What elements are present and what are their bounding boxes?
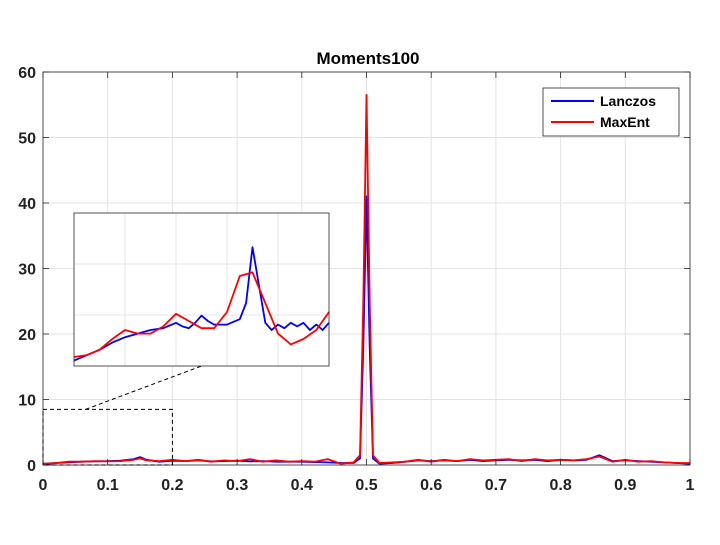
x-tick-label: 0.4	[291, 477, 313, 494]
series-group	[42, 94, 691, 466]
tick-marks	[42, 71, 691, 466]
chart-title: Moments100	[317, 49, 420, 68]
inset-axes	[73, 212, 330, 367]
main-axes: 0 0.1 0.2 0.3 0.4 0.5 0.6 0.7 0.8 0.9 1 0 10 20 30 40 5…	[18, 65, 694, 494]
inset-grid	[74, 213, 329, 366]
x-tick-label: 0.5	[355, 477, 377, 494]
x-tick-label: 0.3	[226, 477, 248, 494]
y-tick-label: 10	[18, 393, 36, 410]
legend-label-maxent: MaxEnt	[600, 114, 650, 130]
series-line-maxent	[42, 94, 690, 465]
inset-axes-box	[73, 212, 330, 367]
y-tick-label: 60	[18, 65, 36, 82]
inset-series-line-maxent	[73, 271, 330, 358]
y-tick-label: 50	[18, 131, 36, 148]
legend-label-lanczos: Lanczos	[600, 93, 656, 109]
inset-series-group	[73, 246, 330, 362]
y-tick-label: 0	[27, 458, 36, 475]
legend-box	[542, 87, 680, 137]
y-tick-labels: 0 10 20 30 40 50 60	[18, 65, 36, 475]
x-tick-label: 0.9	[614, 477, 636, 494]
x-tick-label: 0.7	[485, 477, 507, 494]
y-tick-label: 40	[18, 196, 36, 213]
x-tick-label: 0.6	[420, 477, 442, 494]
x-tick-label: 1	[686, 477, 695, 494]
x-tick-label: 0.1	[97, 477, 119, 494]
x-tick-labels: 0 0.1 0.2 0.3 0.4 0.5 0.6 0.7 0.8 0.9 1	[39, 477, 695, 494]
x-tick-label: 0.2	[161, 477, 183, 494]
x-tick-label: 0	[39, 477, 48, 494]
legend: Lanczos MaxEnt	[542, 87, 680, 137]
x-tick-label: 0.8	[549, 477, 571, 494]
zoom-region-box	[42, 408, 173, 466]
y-tick-label: 20	[18, 327, 36, 344]
y-tick-label: 30	[18, 262, 36, 279]
